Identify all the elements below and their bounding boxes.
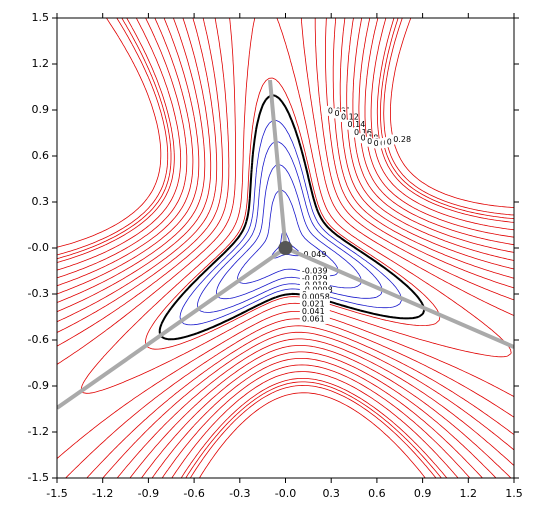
y-tick-label: -0.3 — [28, 287, 49, 300]
y-tick-label: 0.3 — [32, 195, 50, 208]
label-bg — [299, 298, 330, 309]
contour-line — [57, 18, 514, 478]
x-tick-label: -0.0 — [275, 487, 296, 500]
contour-label: 0.061 — [302, 314, 325, 323]
contour-line — [57, 18, 514, 478]
contour-line — [57, 18, 514, 478]
y-tick-label: 1.2 — [32, 57, 50, 70]
contour-line — [57, 18, 514, 478]
contour-label: 0.12 — [341, 112, 359, 121]
axes: -1.5 -1.2 -0.9 -0.6 -0.3 -0.0 0.3 0.6 0.9 1.2 1.5 -… — [28, 11, 523, 500]
y-tick-label: -1.2 — [28, 425, 49, 438]
contour-label: 0.041 — [302, 307, 325, 316]
x-tick-label: -1.5 — [46, 487, 67, 500]
contour-line — [57, 18, 514, 478]
contour-label: -0.039 — [302, 267, 328, 276]
y-tick-label: -1.5 — [28, 471, 49, 484]
y-tick-label: -0.0 — [28, 241, 49, 254]
x-tick-label: -0.6 — [183, 487, 204, 500]
direction-line — [284, 246, 514, 349]
contour-line — [57, 18, 514, 478]
label-bg — [299, 306, 330, 317]
x-tick-label: -0.3 — [229, 487, 250, 500]
label-bg — [298, 249, 329, 260]
contour-line — [57, 18, 514, 478]
x-tick-label: 0.3 — [322, 487, 340, 500]
contour-label: -0.029 — [302, 274, 328, 283]
x-tick-label: 1.2 — [460, 487, 478, 500]
y-tick-label: 0.9 — [32, 103, 50, 116]
label-bg — [299, 313, 330, 324]
label-bg — [299, 273, 330, 284]
center-point — [278, 241, 293, 255]
direction-line — [57, 246, 287, 410]
label-bg — [352, 127, 383, 138]
contour-line — [57, 18, 514, 478]
contours: -0.049-0.039-0.029-0.019-0.009800.00580.… — [57, 18, 514, 478]
x-tick-label: 0.6 — [368, 487, 386, 500]
x-tick-label: -0.9 — [138, 487, 159, 500]
axes-lines — [57, 79, 514, 410]
contour-label: 0.14 — [348, 120, 366, 129]
label-bg — [391, 134, 422, 145]
contour-line — [197, 141, 383, 313]
x-tick-label: 0.9 — [414, 487, 432, 500]
contour-line — [145, 77, 441, 350]
contour-label: 0.28 — [393, 135, 411, 144]
label-bg — [299, 292, 330, 303]
contour-line — [57, 18, 514, 478]
y-tick-label: -0.9 — [28, 379, 49, 392]
label-bg — [345, 119, 376, 130]
contour-line — [80, 18, 512, 394]
y-tick-label: 0.6 — [32, 149, 50, 162]
direction-line — [268, 79, 288, 249]
contour-label: -0.049 — [301, 250, 327, 259]
x-tick-label: -1.2 — [92, 487, 113, 500]
contour-label: 0.021 — [302, 299, 325, 308]
contour-label: 0.16 — [354, 128, 372, 137]
contour-label: 0.0058 — [302, 293, 330, 302]
y-tick-label: -0.6 — [28, 333, 49, 346]
label-bg — [338, 111, 369, 122]
x-tick-label: 1.5 — [505, 487, 523, 500]
contour-line — [57, 18, 514, 478]
label-bg — [299, 266, 330, 277]
y-tick-label: 1.5 — [32, 11, 50, 24]
